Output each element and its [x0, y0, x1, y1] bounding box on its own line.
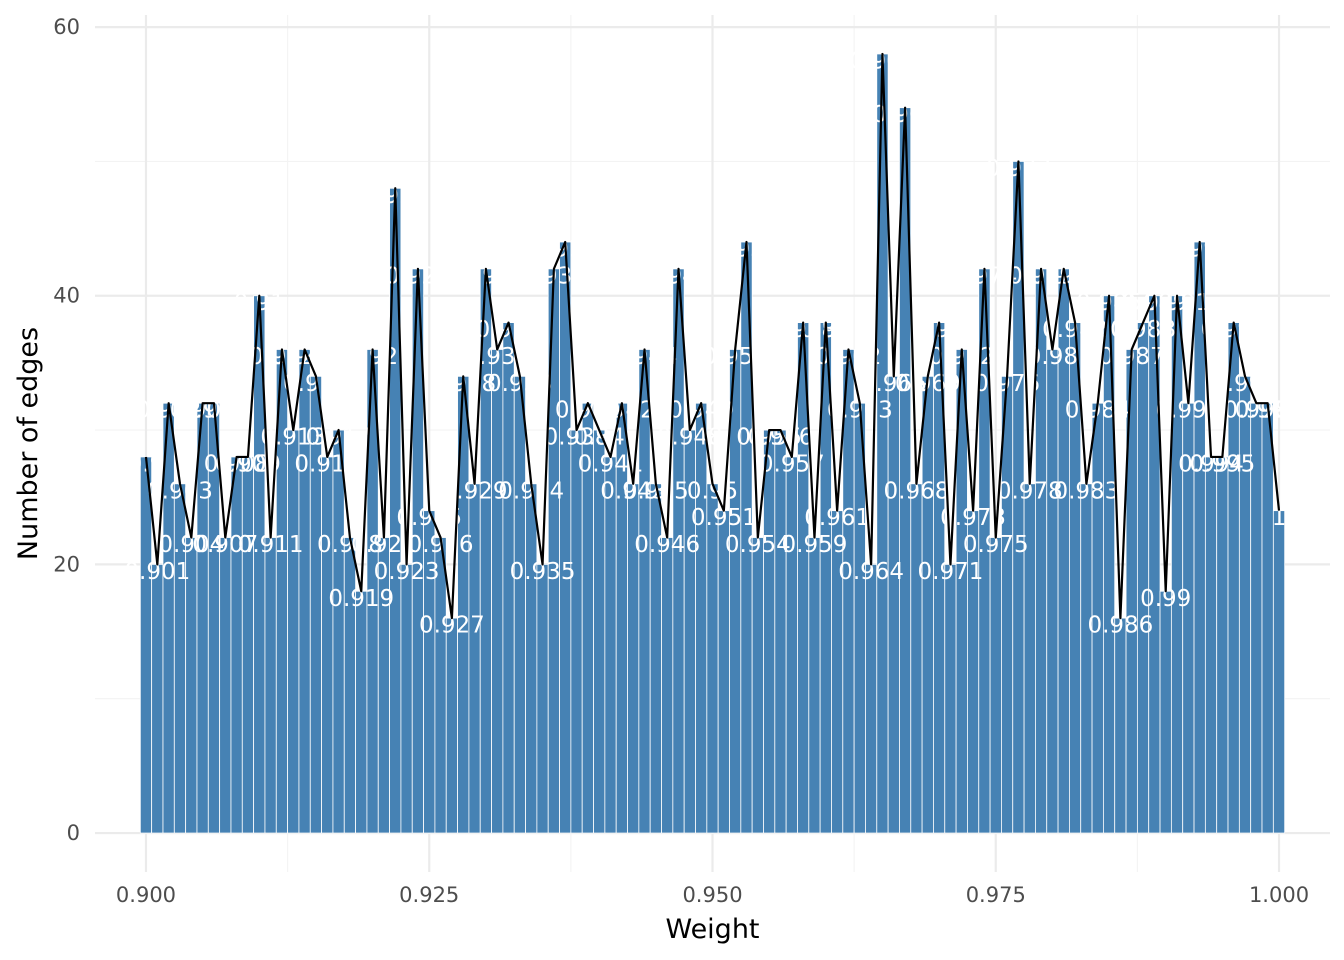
x-tick-label: 0.900	[116, 883, 176, 907]
y-axis-ticks: 0 20 40 60	[53, 15, 80, 845]
bar	[491, 349, 504, 834]
x-tick-label: 0.925	[399, 883, 459, 907]
bar-value-label: 1	[1272, 505, 1287, 531]
bar	[525, 483, 538, 834]
x-tick-label: 0.975	[966, 883, 1026, 907]
bar	[355, 590, 368, 834]
bar	[774, 429, 787, 834]
bar	[785, 456, 798, 834]
bar	[1272, 510, 1286, 834]
bar	[536, 563, 549, 834]
bar-value-label: 0.932	[476, 317, 542, 343]
bar	[287, 429, 300, 834]
bar	[695, 402, 708, 834]
y-tick-label: 0	[67, 821, 80, 845]
bar	[1216, 456, 1229, 834]
x-axis-title: Weight	[665, 914, 759, 945]
bars	[139, 53, 1286, 834]
bar	[343, 537, 356, 834]
x-axis-ticks: 0.900 0.925 0.950 0.975 1.000	[116, 883, 1309, 907]
bar	[445, 617, 458, 834]
x-tick-label: 0.950	[682, 883, 742, 907]
bar	[661, 537, 674, 834]
bar	[910, 483, 923, 834]
bar	[230, 456, 243, 834]
trend-line	[144, 52, 1281, 620]
bar	[298, 349, 311, 834]
y-tick-label: 20	[53, 552, 80, 576]
bar	[559, 241, 572, 834]
bar	[1136, 322, 1150, 834]
bar	[1238, 375, 1252, 834]
bar	[944, 563, 957, 834]
y-tick-label: 60	[53, 15, 80, 39]
bar	[1204, 456, 1218, 834]
bar	[332, 429, 345, 834]
bar	[1261, 402, 1274, 834]
bar-value-label: 0.956	[748, 425, 814, 451]
bar	[264, 537, 277, 834]
bar-value-label: 0.939	[555, 398, 621, 424]
y-axis-title: Number of edges	[13, 327, 44, 560]
bar	[808, 537, 821, 834]
bar	[989, 537, 1002, 834]
bar	[1102, 295, 1116, 834]
bar	[887, 375, 900, 834]
bar	[570, 429, 583, 834]
bar	[151, 563, 164, 834]
bar	[513, 375, 526, 834]
bar	[604, 456, 617, 834]
bar	[139, 456, 153, 834]
bar	[400, 563, 413, 834]
bar	[751, 537, 764, 834]
bar	[1114, 617, 1127, 834]
bar	[1159, 590, 1172, 834]
bar	[921, 375, 934, 834]
bar	[717, 510, 730, 834]
y-tick-label: 40	[53, 284, 80, 308]
bar	[763, 429, 776, 834]
bar	[1046, 349, 1059, 834]
bar	[706, 483, 719, 834]
bar	[1080, 483, 1093, 834]
bar	[219, 537, 232, 834]
bar	[865, 563, 878, 834]
bar	[321, 456, 334, 834]
bar	[241, 456, 255, 834]
x-tick-label: 1.000	[1249, 883, 1309, 907]
